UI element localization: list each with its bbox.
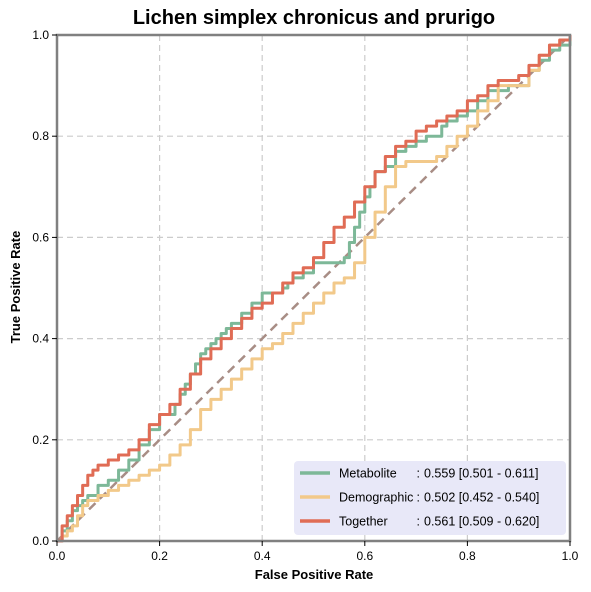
- legend-box: [294, 461, 566, 535]
- legend-value: 0.561 [0.509 - 0.620]: [424, 515, 539, 529]
- legend-value: 0.502 [0.452 - 0.540]: [424, 491, 539, 505]
- roc-curve-demographic: [57, 35, 572, 543]
- chart-title: Lichen simplex chronicus and prurigo: [133, 7, 495, 29]
- y-tick-label: 0.8: [32, 129, 49, 143]
- y-tick-label: 0.0: [32, 534, 49, 548]
- legend-separator: :: [417, 515, 420, 529]
- legend: Metabolite:0.559 [0.501 - 0.611]Demograp…: [294, 461, 566, 535]
- y-tick-label: 0.2: [32, 433, 49, 447]
- x-tick-label: 0.4: [254, 549, 271, 563]
- y-tick-label: 1.0: [32, 28, 49, 42]
- legend-name: Demographic: [339, 491, 413, 505]
- y-tick-label: 0.4: [32, 332, 49, 346]
- x-axis-label: False Positive Rate: [255, 567, 374, 582]
- legend-name: Together: [339, 515, 388, 529]
- roc-curve-together: [57, 35, 572, 543]
- legend-value: 0.559 [0.501 - 0.611]: [424, 467, 538, 481]
- y-axis-ticks: 0.0 0.2 0.4 0.6 0.8 1.0: [32, 28, 57, 548]
- legend-name: Metabolite: [339, 467, 397, 481]
- legend-separator: :: [417, 491, 420, 505]
- x-tick-label: 0.6: [356, 549, 373, 563]
- chance-diagonal: [56, 34, 571, 542]
- plot-frame: [55, 33, 572, 543]
- legend-separator: :: [417, 467, 420, 481]
- roc-curves: [57, 35, 572, 543]
- x-tick-label: 1.0: [562, 549, 579, 563]
- x-tick-label: 0.2: [151, 549, 168, 563]
- x-tick-label: 0.0: [49, 549, 66, 563]
- y-tick-label: 0.6: [32, 230, 49, 244]
- x-tick-label: 0.8: [459, 549, 476, 563]
- y-axis-label: True Positive Rate: [8, 231, 23, 344]
- x-axis-ticks: 0.0 0.2 0.4 0.6 0.8 1.0: [49, 541, 579, 563]
